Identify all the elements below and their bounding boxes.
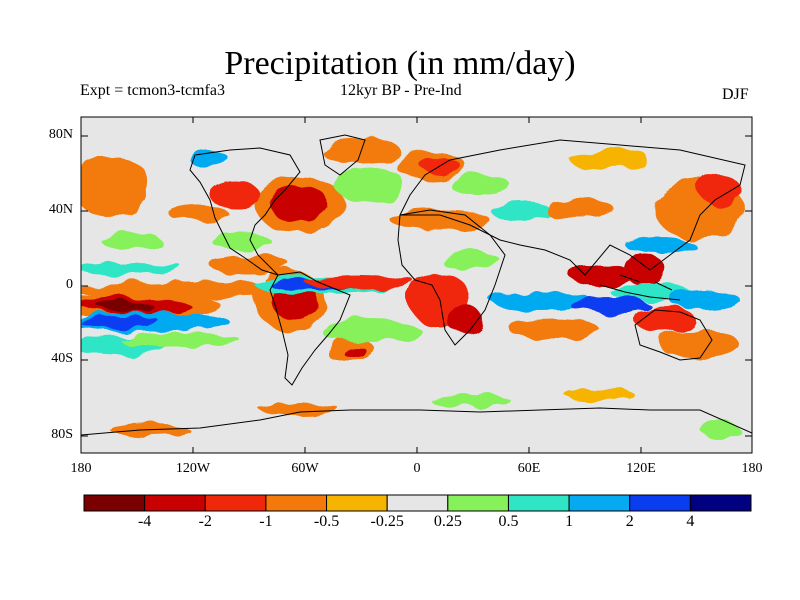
colorbar-label: 1 — [565, 513, 574, 530]
colorbar-label: 0.25 — [433, 513, 462, 530]
colorbar-swatch — [83, 494, 146, 512]
colorbar-swatch — [265, 494, 328, 512]
colorbar-swatch — [568, 494, 631, 512]
x-tick-label: 120W — [175, 461, 211, 476]
australia-outline — [634, 309, 713, 361]
colorbar-swatch — [629, 494, 691, 512]
x-tick-label: 120E — [626, 461, 656, 476]
maritime-continent-outline — [599, 274, 681, 301]
precipitation-field — [81, 138, 745, 436]
x-tick-label: 60W — [291, 461, 319, 476]
colorbar-label: -0.5 — [313, 513, 340, 530]
axis-ticks — [81, 117, 752, 453]
colorbar-label: 0.5 — [498, 513, 519, 530]
colorbar-swatch — [204, 494, 267, 512]
experiment-label: Expt = tcmon3-tcmfa3 — [80, 82, 225, 99]
colorbar-swatch — [507, 494, 570, 512]
colorbar — [83, 494, 752, 512]
y-tick-label: 40S — [51, 351, 73, 366]
period-label: 12kyr BP - Pre-Ind — [340, 82, 462, 99]
x-tick-label: 60E — [517, 461, 541, 476]
colorbar-swatch — [689, 494, 752, 512]
x-tick-label: 0 — [413, 461, 421, 476]
y-tick-label: 80N — [48, 127, 73, 142]
colorbar-label: -0.25 — [370, 513, 404, 530]
colorbar-swatch — [447, 494, 509, 512]
y-tick-label: 80S — [51, 427, 73, 442]
map-title: Precipitation (in mm/day) — [224, 45, 576, 82]
eurasia-outline — [399, 139, 746, 276]
africa-outline — [397, 209, 506, 346]
south-america-outline — [269, 271, 351, 386]
north-america-outline — [189, 147, 301, 276]
colorbar-label: 2 — [625, 513, 634, 530]
x-tick-label: 180 — [70, 461, 92, 476]
colorbar-label: 4 — [686, 513, 695, 530]
colorbar-label: -2 — [198, 513, 212, 530]
x-tick-label: 180 — [741, 461, 763, 476]
colorbar-swatch — [326, 494, 388, 512]
colorbar-swatch — [386, 494, 449, 512]
colorbar-label: -4 — [137, 513, 152, 530]
y-tick-label: 40N — [48, 202, 73, 217]
season-label: DJF — [722, 86, 749, 103]
colorbar-swatch — [144, 494, 206, 512]
coastlines — [81, 134, 752, 436]
colorbar-label: -1 — [259, 513, 273, 530]
y-tick-label: 0 — [66, 277, 73, 292]
greenland-outline — [319, 134, 366, 176]
antarctica-outline — [81, 407, 752, 436]
